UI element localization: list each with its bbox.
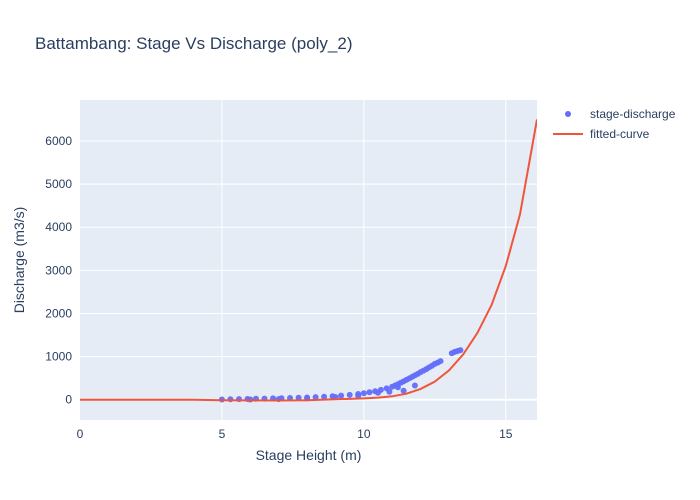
scatter-point — [360, 390, 367, 397]
y-axis-title: Discharge (m3/s) — [11, 207, 27, 314]
series-clip-group — [80, 119, 537, 403]
x-tick-label: 10 — [357, 427, 371, 441]
y-tick-label: 5000 — [45, 177, 72, 191]
scatter-point — [457, 347, 464, 354]
y-tick-label: 2000 — [45, 306, 72, 320]
legend-label-scatter: stage-discharge — [590, 107, 676, 121]
x-tick-label: 0 — [77, 427, 84, 441]
scatter-point — [366, 389, 373, 396]
scatter-point — [437, 358, 444, 365]
scatter-point — [346, 391, 353, 398]
scatter-point — [375, 389, 381, 396]
axis-layer: 0 5 10 15 0 1000 2000 3000 4000 5000 6000 Stage Hei… — [11, 134, 513, 463]
series-layer — [80, 119, 537, 403]
scatter-point — [355, 392, 362, 399]
x-tick-label: 5 — [219, 427, 226, 441]
chart-title: Battambang: Stage Vs Discharge (poly_2) — [35, 34, 353, 53]
fitted-curve-line — [80, 119, 537, 402]
plot-background — [80, 100, 537, 420]
scatter-point — [394, 384, 401, 391]
scatter-point — [386, 388, 393, 395]
x-axis-title: Stage Height (m) — [256, 447, 362, 463]
legend-item-scatter[interactable]: stage-discharge — [548, 104, 675, 124]
y-tick-label: 6000 — [45, 134, 72, 148]
scatter-point — [312, 394, 319, 401]
legend-swatch-scatter — [548, 104, 588, 124]
y-tick-label: 0 — [65, 393, 72, 407]
scatter-point — [321, 393, 328, 400]
scatter-point — [338, 392, 345, 399]
y-tick-label: 4000 — [45, 220, 72, 234]
x-tick-label: 15 — [499, 427, 513, 441]
scatter-point — [411, 382, 418, 389]
legend: stage-discharge fitted-curve — [548, 104, 675, 144]
legend-swatch-curve — [548, 124, 588, 144]
scatter-point — [400, 387, 407, 394]
legend-label-curve: fitted-curve — [590, 127, 650, 141]
y-tick-label: 1000 — [45, 350, 72, 364]
legend-item-curve[interactable]: fitted-curve — [548, 124, 675, 144]
grid-layer — [80, 100, 537, 420]
y-tick-label: 3000 — [45, 263, 72, 277]
